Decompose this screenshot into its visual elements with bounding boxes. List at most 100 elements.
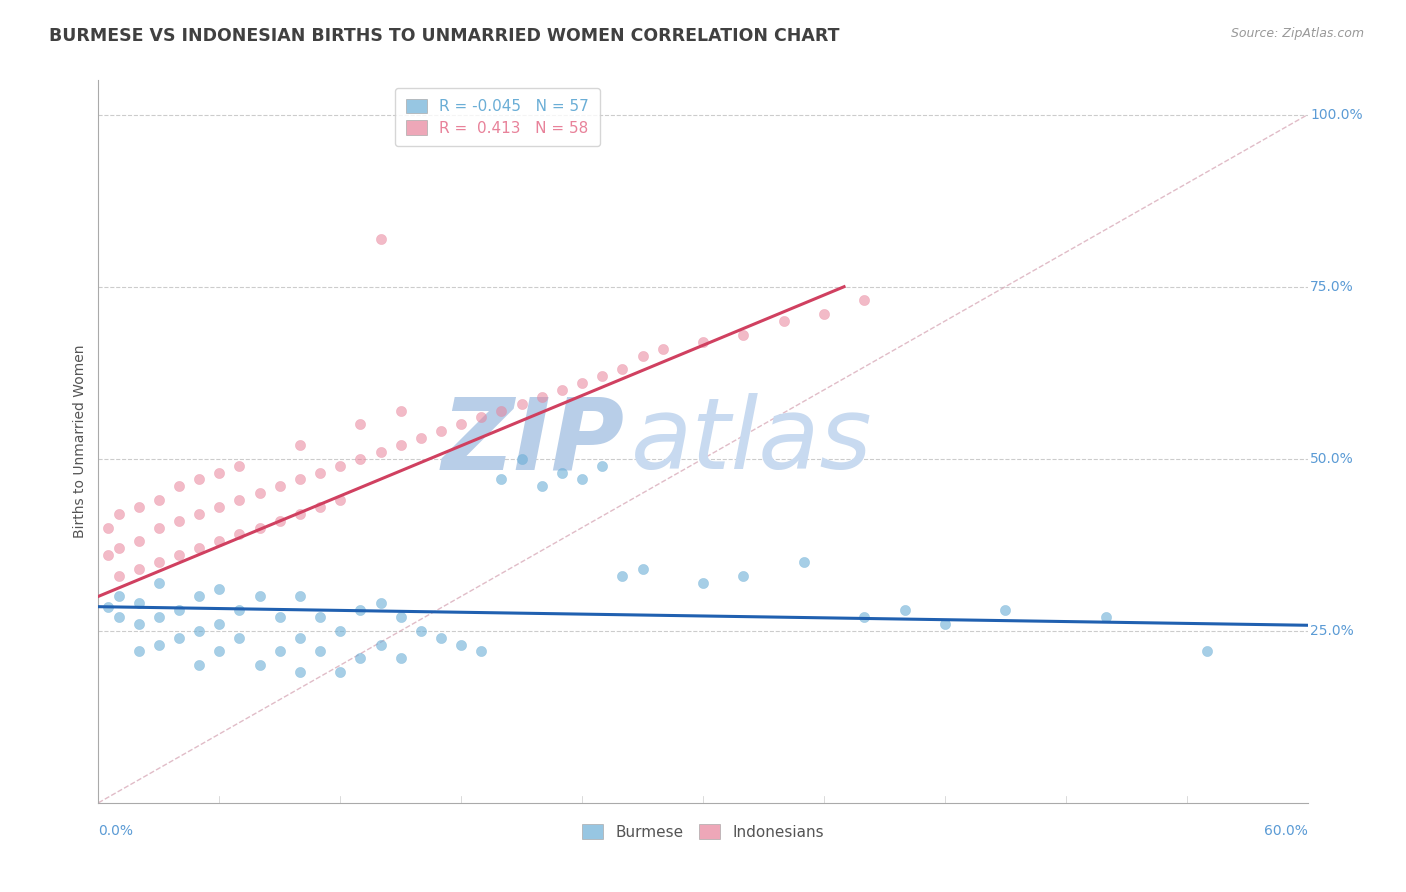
Point bbox=[249, 590, 271, 604]
Point bbox=[269, 644, 291, 658]
Point bbox=[591, 369, 613, 384]
Point bbox=[107, 541, 129, 556]
Point bbox=[329, 624, 352, 638]
Point bbox=[269, 514, 291, 528]
Point bbox=[249, 520, 271, 534]
Point bbox=[269, 610, 291, 624]
Point bbox=[128, 562, 150, 576]
Point bbox=[793, 555, 815, 569]
Point bbox=[309, 644, 332, 658]
Point bbox=[1095, 610, 1118, 624]
Point bbox=[772, 314, 794, 328]
Point bbox=[208, 466, 231, 480]
Text: Source: ZipAtlas.com: Source: ZipAtlas.com bbox=[1230, 27, 1364, 40]
Point bbox=[288, 438, 311, 452]
Point bbox=[208, 534, 231, 549]
Point bbox=[349, 451, 371, 466]
Point bbox=[228, 493, 250, 508]
Point bbox=[97, 599, 120, 614]
Point bbox=[450, 638, 472, 652]
Point bbox=[389, 610, 412, 624]
Point bbox=[389, 651, 412, 665]
Point bbox=[733, 327, 755, 342]
Point bbox=[612, 568, 634, 582]
Point bbox=[148, 493, 170, 508]
Point bbox=[208, 616, 231, 631]
Point bbox=[692, 575, 714, 590]
Point bbox=[228, 458, 250, 473]
Point bbox=[309, 610, 332, 624]
Point bbox=[208, 582, 231, 597]
Point bbox=[128, 616, 150, 631]
Point bbox=[450, 417, 472, 432]
Point bbox=[349, 651, 371, 665]
Point bbox=[107, 507, 129, 521]
Point bbox=[893, 603, 915, 617]
Y-axis label: Births to Unmarried Women: Births to Unmarried Women bbox=[73, 345, 87, 538]
Point bbox=[148, 638, 170, 652]
Point bbox=[994, 603, 1017, 617]
Point bbox=[228, 603, 250, 617]
Point bbox=[148, 520, 170, 534]
Point bbox=[148, 555, 170, 569]
Point bbox=[591, 458, 613, 473]
Point bbox=[692, 334, 714, 349]
Point bbox=[409, 431, 432, 445]
Point bbox=[1195, 644, 1218, 658]
Point bbox=[269, 479, 291, 493]
Point bbox=[651, 342, 673, 356]
Point bbox=[389, 438, 412, 452]
Point bbox=[853, 293, 876, 308]
Point bbox=[430, 631, 453, 645]
Point bbox=[148, 610, 170, 624]
Point bbox=[288, 472, 311, 486]
Point bbox=[107, 590, 129, 604]
Point bbox=[167, 479, 190, 493]
Point bbox=[612, 362, 634, 376]
Text: 0.0%: 0.0% bbox=[98, 824, 134, 838]
Point bbox=[491, 403, 513, 417]
Point bbox=[188, 624, 211, 638]
Point bbox=[370, 445, 392, 459]
Point bbox=[530, 479, 553, 493]
Point bbox=[370, 638, 392, 652]
Point bbox=[733, 568, 755, 582]
Point bbox=[470, 644, 492, 658]
Text: 50.0%: 50.0% bbox=[1310, 451, 1354, 466]
Point bbox=[510, 451, 533, 466]
Point bbox=[370, 231, 392, 245]
Point bbox=[349, 603, 371, 617]
Point bbox=[167, 631, 190, 645]
Point bbox=[228, 631, 250, 645]
Point bbox=[107, 568, 129, 582]
Point bbox=[188, 507, 211, 521]
Point bbox=[249, 486, 271, 500]
Point bbox=[813, 307, 835, 321]
Point bbox=[309, 466, 332, 480]
Point bbox=[370, 596, 392, 610]
Point bbox=[128, 534, 150, 549]
Point bbox=[934, 616, 956, 631]
Point bbox=[249, 658, 271, 673]
Point bbox=[551, 466, 574, 480]
Point bbox=[631, 562, 654, 576]
Point bbox=[530, 390, 553, 404]
Legend: Burmese, Indonesians: Burmese, Indonesians bbox=[576, 818, 830, 846]
Point bbox=[288, 665, 311, 679]
Point bbox=[167, 514, 190, 528]
Point bbox=[128, 644, 150, 658]
Point bbox=[167, 603, 190, 617]
Point bbox=[491, 472, 513, 486]
Point bbox=[148, 575, 170, 590]
Point bbox=[208, 500, 231, 514]
Point bbox=[510, 397, 533, 411]
Point bbox=[470, 410, 492, 425]
Point bbox=[430, 424, 453, 438]
Text: ZIP: ZIP bbox=[441, 393, 624, 490]
Point bbox=[631, 349, 654, 363]
Point bbox=[349, 417, 371, 432]
Point bbox=[208, 644, 231, 658]
Point bbox=[188, 472, 211, 486]
Point bbox=[128, 500, 150, 514]
Text: atlas: atlas bbox=[630, 393, 872, 490]
